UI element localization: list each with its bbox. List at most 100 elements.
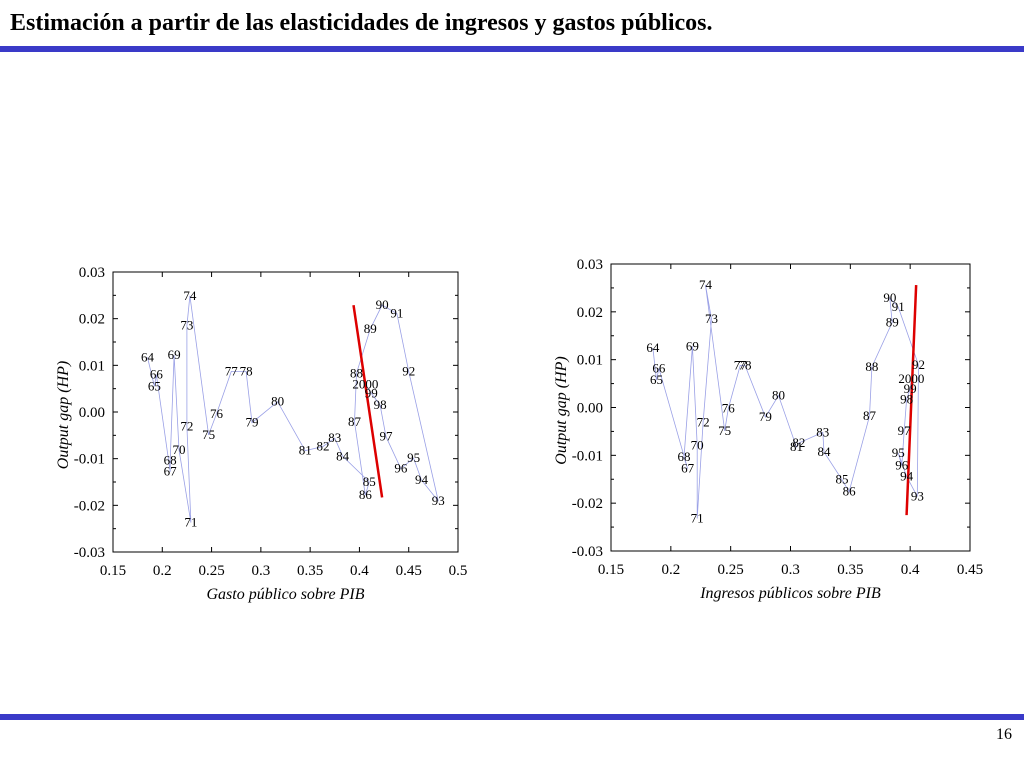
y-axis-label: Output gap (HP) xyxy=(55,361,72,469)
y-tick-label: -0.03 xyxy=(74,545,105,561)
point-label-96: 96 xyxy=(895,457,909,472)
x-tick-label: 0.2 xyxy=(153,563,172,579)
point-label-2000: 2000 xyxy=(898,371,924,386)
y-tick-label: 0.02 xyxy=(79,312,105,328)
point-label-98: 98 xyxy=(900,391,913,406)
page-number: 16 xyxy=(996,726,1012,743)
point-label-80: 80 xyxy=(772,388,785,403)
point-label-84: 84 xyxy=(818,444,832,459)
point-label-86: 86 xyxy=(843,484,857,499)
fit-line xyxy=(905,284,918,516)
point-label-77: 77 xyxy=(734,357,748,372)
y-tick-label: 0.03 xyxy=(79,265,105,281)
point-label-73: 73 xyxy=(705,311,718,326)
point-label-68: 68 xyxy=(164,453,177,468)
y-tick-label: 0.02 xyxy=(577,305,603,321)
point-label-77: 77 xyxy=(225,363,239,378)
x-tick-label: 0.3 xyxy=(781,562,800,578)
y-tick-label: -0.03 xyxy=(572,544,603,560)
point-label-2000: 2000 xyxy=(352,376,378,391)
point-label-99: 99 xyxy=(904,381,917,396)
point-label-69: 69 xyxy=(168,347,181,362)
point-label-74: 74 xyxy=(699,277,713,292)
footer-accent-bar xyxy=(0,714,1024,720)
point-label-74: 74 xyxy=(183,288,197,303)
x-tick-label: 0.35 xyxy=(297,563,323,579)
point-label-81: 81 xyxy=(299,443,312,458)
x-tick-label: 0.4 xyxy=(901,562,920,578)
point-label-68: 68 xyxy=(677,449,690,464)
point-label-81: 81 xyxy=(790,439,803,454)
point-label-83: 83 xyxy=(816,424,829,439)
point-label-82: 82 xyxy=(316,439,329,454)
point-label-89: 89 xyxy=(364,321,377,336)
point-label-78: 78 xyxy=(240,363,253,378)
x-tick-label: 0.3 xyxy=(251,563,270,579)
y-tick-label: 0.01 xyxy=(577,353,603,369)
y-tick-label: 0.00 xyxy=(577,401,603,417)
y-tick-label: -0.01 xyxy=(572,448,603,464)
point-label-86: 86 xyxy=(359,487,373,502)
y-tick-label: -0.01 xyxy=(74,452,105,468)
point-label-90: 90 xyxy=(376,297,389,312)
y-tick-label: -0.02 xyxy=(572,496,603,512)
point-label-71: 71 xyxy=(691,510,704,525)
point-label-78: 78 xyxy=(739,357,752,372)
y-tick-label: 0.01 xyxy=(79,358,105,374)
point-label-70: 70 xyxy=(173,442,186,457)
title-accent-bar xyxy=(0,46,1024,52)
point-label-66: 66 xyxy=(150,367,164,382)
y-axis-label: Output gap (HP) xyxy=(553,356,570,464)
point-label-97: 97 xyxy=(380,429,394,444)
point-label-92: 92 xyxy=(912,357,925,372)
point-label-92: 92 xyxy=(402,363,415,378)
point-label-99: 99 xyxy=(365,385,378,400)
point-label-95: 95 xyxy=(892,445,905,460)
point-label-65: 65 xyxy=(148,378,161,393)
series-connector-line xyxy=(147,295,439,523)
chart-1: 0.15 0.2 0.25 0.3 0.35 0.4 0.45 0.5 0.03 0.02 0.01… xyxy=(55,265,467,603)
point-label-79: 79 xyxy=(759,409,772,424)
point-label-94: 94 xyxy=(415,472,429,487)
point-label-66: 66 xyxy=(652,360,666,375)
point-label-96: 96 xyxy=(394,460,408,475)
point-label-72: 72 xyxy=(697,414,710,429)
y-tick-label: 0.03 xyxy=(577,257,603,273)
point-label-88: 88 xyxy=(865,359,878,374)
point-label-85: 85 xyxy=(363,474,376,489)
point-label-64: 64 xyxy=(141,349,155,364)
series-connector-line xyxy=(652,284,919,519)
point-label-84: 84 xyxy=(336,448,350,463)
fit-line xyxy=(352,304,384,498)
point-label-90: 90 xyxy=(883,290,896,305)
point-label-67: 67 xyxy=(164,464,178,479)
point-label-75: 75 xyxy=(718,423,731,438)
point-label-76: 76 xyxy=(722,400,736,415)
point-label-97: 97 xyxy=(898,423,912,438)
point-label-73: 73 xyxy=(180,318,193,333)
point-label-67: 67 xyxy=(681,461,695,476)
x-tick-label: 0.15 xyxy=(100,563,126,579)
point-label-98: 98 xyxy=(374,397,387,412)
point-label-93: 93 xyxy=(911,488,924,503)
x-tick-label: 0.25 xyxy=(718,562,744,578)
x-tick-label: 0.5 xyxy=(449,563,468,579)
point-label-70: 70 xyxy=(691,437,704,452)
point-label-64: 64 xyxy=(646,340,660,355)
x-tick-label: 0.4 xyxy=(350,563,369,579)
point-label-87: 87 xyxy=(348,414,362,429)
x-tick-label: 0.25 xyxy=(198,563,224,579)
chart-2: 0.15 0.2 0.25 0.3 0.35 0.4 0.45 0.03 0.02 0.01 0.0… xyxy=(553,257,983,602)
point-label-89: 89 xyxy=(886,314,899,329)
point-label-75: 75 xyxy=(202,427,215,442)
point-label-69: 69 xyxy=(686,338,699,353)
point-label-95: 95 xyxy=(407,450,420,465)
x-tick-label: 0.45 xyxy=(957,562,983,578)
y-tick-label: 0.00 xyxy=(79,405,105,421)
point-label-71: 71 xyxy=(184,515,197,530)
point-label-87: 87 xyxy=(863,408,877,423)
x-axis-label: Ingresos públicos sobre PIB xyxy=(699,585,881,602)
point-label-72: 72 xyxy=(180,418,193,433)
point-label-65: 65 xyxy=(650,372,663,387)
